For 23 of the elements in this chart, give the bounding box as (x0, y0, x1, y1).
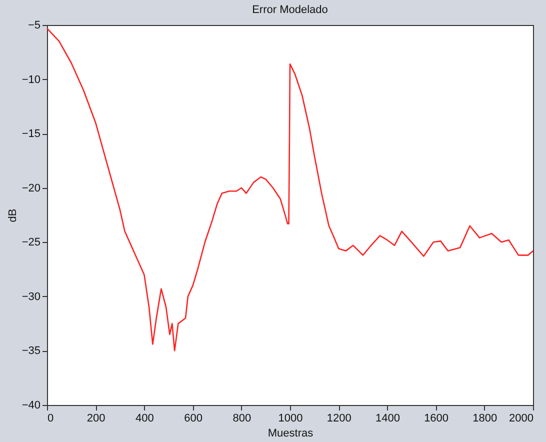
y-tick-label: −15 (22, 128, 40, 140)
y-tick-label: −10 (22, 74, 40, 86)
y-tick-label: −30 (22, 290, 40, 303)
x-tick-label: 1000 (278, 412, 303, 424)
y-tick-label: −5 (28, 20, 40, 32)
y-tick-label: −20 (22, 182, 40, 194)
x-axis-title: Muestras (268, 428, 314, 440)
y-axis-title: dB (6, 208, 19, 222)
x-tick-label: 1800 (472, 412, 498, 424)
x-tick-label: 0 (48, 412, 54, 424)
x-tick-label: 2000 (509, 412, 534, 424)
x-tick-label: 200 (86, 412, 106, 424)
x-tick-label: 1400 (375, 412, 400, 424)
x-tick-label: 400 (136, 412, 154, 424)
y-tick-label: −40 (22, 400, 40, 412)
x-tick-label: 800 (232, 412, 252, 424)
y-tick-label: −35 (22, 345, 40, 358)
chart-title: Error Modelado (252, 4, 328, 16)
x-tick-label: 1600 (424, 412, 449, 424)
x-tick-label: 600 (184, 412, 202, 424)
line-series (46, 28, 534, 352)
x-tick-label: 1200 (326, 412, 352, 424)
y-tick-label: −25 (22, 236, 40, 249)
